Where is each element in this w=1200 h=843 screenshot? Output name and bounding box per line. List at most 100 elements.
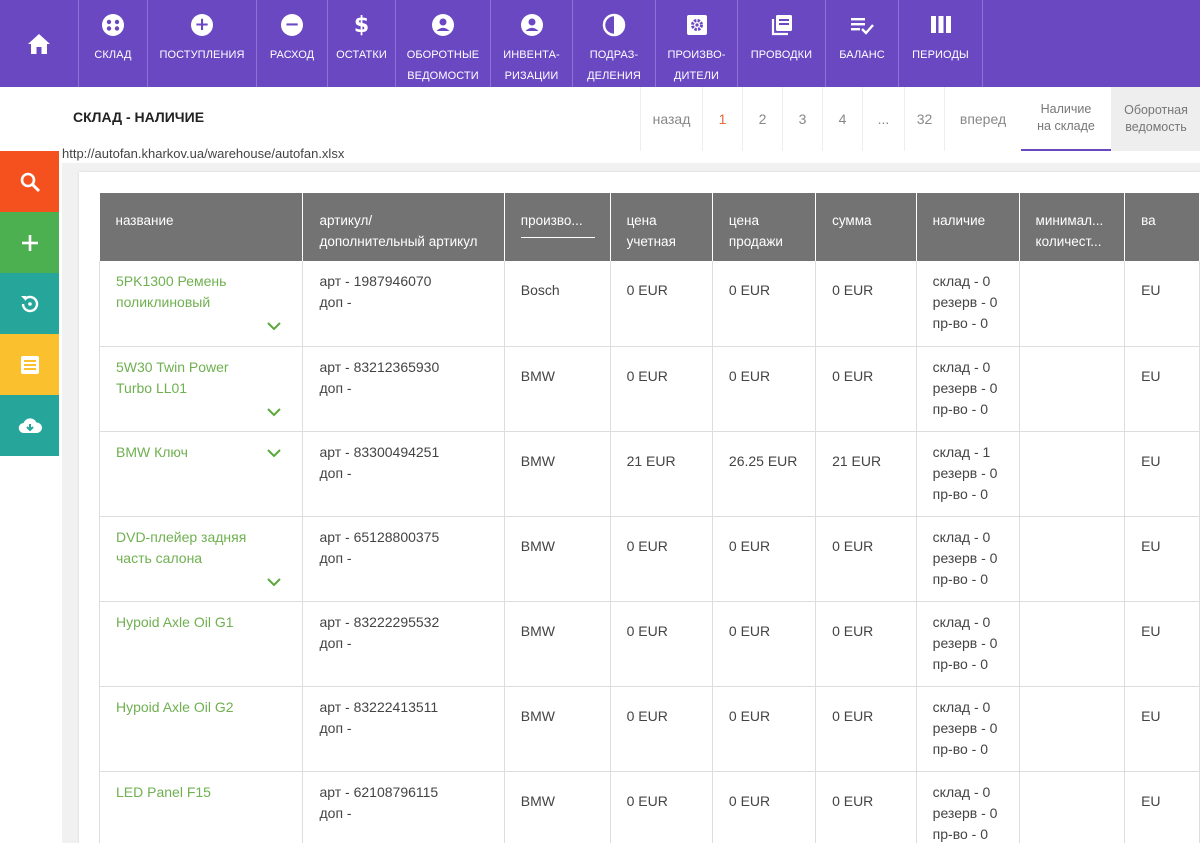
add-button[interactable] <box>0 212 59 273</box>
cell-sale-price: 0 EUR <box>712 686 817 772</box>
product-name-link[interactable]: 5PK1300 Ремень поликлиновый <box>116 273 227 310</box>
nav-item-inventory[interactable]: инвента-ризации <box>491 0 573 87</box>
column-header-sum[interactable]: сумма <box>815 193 917 261</box>
nav-item-departments[interactable]: подраз-деления <box>573 0 656 87</box>
chevron-down-icon[interactable] <box>266 577 282 587</box>
nav-item-balances[interactable]: $ остатки <box>328 0 396 87</box>
cell-accounting-price: 0 EUR <box>610 261 713 347</box>
cell-currency: EU <box>1124 431 1200 517</box>
cell-manufacturer: BMW <box>504 686 611 772</box>
manufacturer: Bosch <box>520 282 560 298</box>
stock-production: пр-во - 0 <box>932 570 988 587</box>
pagination-prev[interactable]: назад <box>640 87 702 151</box>
accounting-price: 21 EUR <box>626 452 676 469</box>
tab-turnover[interactable]: Оборотная ведомость <box>1111 87 1200 151</box>
nav-item-warehouse[interactable]: склад <box>79 0 148 87</box>
sale-price: 0 EUR <box>728 707 771 724</box>
column-header-accounting-price[interactable]: цена учетная <box>610 193 713 261</box>
page-link-4[interactable]: 4 <box>822 87 862 151</box>
home-button[interactable] <box>0 0 79 87</box>
additional-article: доп - <box>319 634 352 651</box>
cell-article: арт - 83222413511 доп - <box>302 686 505 772</box>
list-button[interactable] <box>0 334 59 395</box>
cell-manufacturer: BMW <box>504 346 611 432</box>
search-button[interactable] <box>0 151 59 212</box>
nav-item-postings[interactable]: проводки <box>738 0 826 87</box>
cell-sum: 0 EUR <box>815 261 917 347</box>
manufacturer: BMW <box>520 622 555 639</box>
nav-item-expense[interactable]: − расход <box>257 0 328 87</box>
column-header-article[interactable]: артикул/дополнительный артикул <box>302 193 505 261</box>
chevron-down-icon[interactable] <box>266 321 282 331</box>
column-header-currency[interactable]: ва <box>1124 193 1200 261</box>
pie-icon <box>602 13 626 37</box>
minus-circle-icon: − <box>281 14 303 36</box>
cell-sale-price: 0 EUR <box>712 261 817 347</box>
stock-production: пр-во - 0 <box>932 825 988 842</box>
product-name-link[interactable]: BMW Ключ <box>116 443 188 460</box>
action-sidebar <box>0 151 59 456</box>
stock-panel: название артикул/дополнительный артикул … <box>79 172 1200 843</box>
nav-item-periods[interactable]: периоды <box>899 0 983 87</box>
product-name-link[interactable]: 5W30 Twin Power Turbo LL01 <box>116 358 229 396</box>
sum-value: 0 EUR <box>832 792 874 809</box>
manufacturer: BMW <box>520 792 555 809</box>
column-header-manufacturer[interactable]: произво... <box>504 193 611 261</box>
nav-item-manufacturers[interactable]: произво-дители <box>656 0 738 87</box>
accounting-price: 0 EUR <box>626 282 668 298</box>
table-row: BMW Ключ арт - 83300494251 доп - BMW 21 E… <box>98 431 1200 517</box>
chevron-down-icon[interactable] <box>266 448 282 458</box>
currency: EU <box>1141 282 1161 298</box>
nav-item-balance[interactable]: баланс <box>826 0 899 87</box>
cell-min-quantity <box>1019 771 1126 843</box>
history-button[interactable] <box>0 273 59 334</box>
stock-warehouse: склад - 0 <box>932 783 991 800</box>
tab-label: Оборотная <box>1124 103 1188 117</box>
page-link-2[interactable]: 2 <box>742 87 782 151</box>
nav-label: склад <box>94 49 132 61</box>
user-circle-icon <box>432 14 454 36</box>
page-link-1[interactable]: 1 <box>702 87 742 151</box>
stock-production: пр-во - 0 <box>932 400 988 417</box>
sum-value: 0 EUR <box>832 537 874 554</box>
checklist-icon <box>851 18 874 35</box>
page-link-32[interactable]: 32 <box>904 87 944 151</box>
column-header-name[interactable]: название <box>99 193 304 261</box>
page-link-3[interactable]: 3 <box>782 87 822 151</box>
column-header-sale-price[interactable]: цена продажи <box>712 193 817 261</box>
stock-warehouse: склад - 0 <box>932 698 991 715</box>
nav-item-turnover[interactable]: оборотные ведомости <box>396 0 491 87</box>
article-number: арт - 83300494251 <box>319 443 440 460</box>
tab-stock[interactable]: Наличие на складе <box>1021 87 1111 151</box>
nav-item-receipts[interactable]: + поступления <box>148 0 257 87</box>
table-row: Hypoid Axle Oil G2 арт - 83222413511 доп … <box>98 686 1200 772</box>
product-name-link[interactable]: DVD-плейер задняя часть салона <box>116 528 247 566</box>
cell-article: арт - 83300494251 доп - <box>302 431 505 517</box>
sum-value: 0 EUR <box>832 622 874 639</box>
currency: EU <box>1141 622 1161 639</box>
cell-stock: склад - 0 резерв - 0 пр-во - 0 <box>916 261 1020 347</box>
cell-article: арт - 1987946070 доп - <box>302 261 505 347</box>
nav-label: проводки <box>750 49 813 61</box>
history-icon <box>20 295 38 312</box>
sum-value: 0 EUR <box>832 282 874 298</box>
file-url[interactable]: http://autofan.kharkov.ua/warehouse/auto… <box>62 146 345 161</box>
product-name-link[interactable]: Hypoid Axle Oil G2 <box>116 698 234 715</box>
pagination-next[interactable]: вперед <box>944 87 1021 151</box>
product-name-link[interactable]: Hypoid Axle Oil G1 <box>116 613 234 630</box>
cell-accounting-price: 0 EUR <box>610 771 713 843</box>
manufacturer: BMW <box>520 452 555 469</box>
download-button[interactable] <box>0 395 59 456</box>
product-name-link[interactable]: LED Panel F15 <box>116 783 211 800</box>
column-header-min-quantity[interactable]: минимал... количест... <box>1019 193 1126 261</box>
column-header-stock[interactable]: наличие <box>916 193 1020 261</box>
nav-label: поступления <box>159 49 245 61</box>
cell-sale-price: 0 EUR <box>712 601 817 687</box>
cell-sale-price: 0 EUR <box>712 516 817 602</box>
cell-accounting-price: 21 EUR <box>610 431 713 517</box>
cell-stock: склад - 0 резерв - 0 пр-во - 0 <box>916 346 1020 432</box>
chevron-down-icon[interactable] <box>266 407 282 417</box>
currency: EU <box>1141 792 1161 809</box>
table-header-row: название артикул/дополнительный артикул … <box>99 193 1200 261</box>
cell-manufacturer: Bosch <box>504 261 611 347</box>
